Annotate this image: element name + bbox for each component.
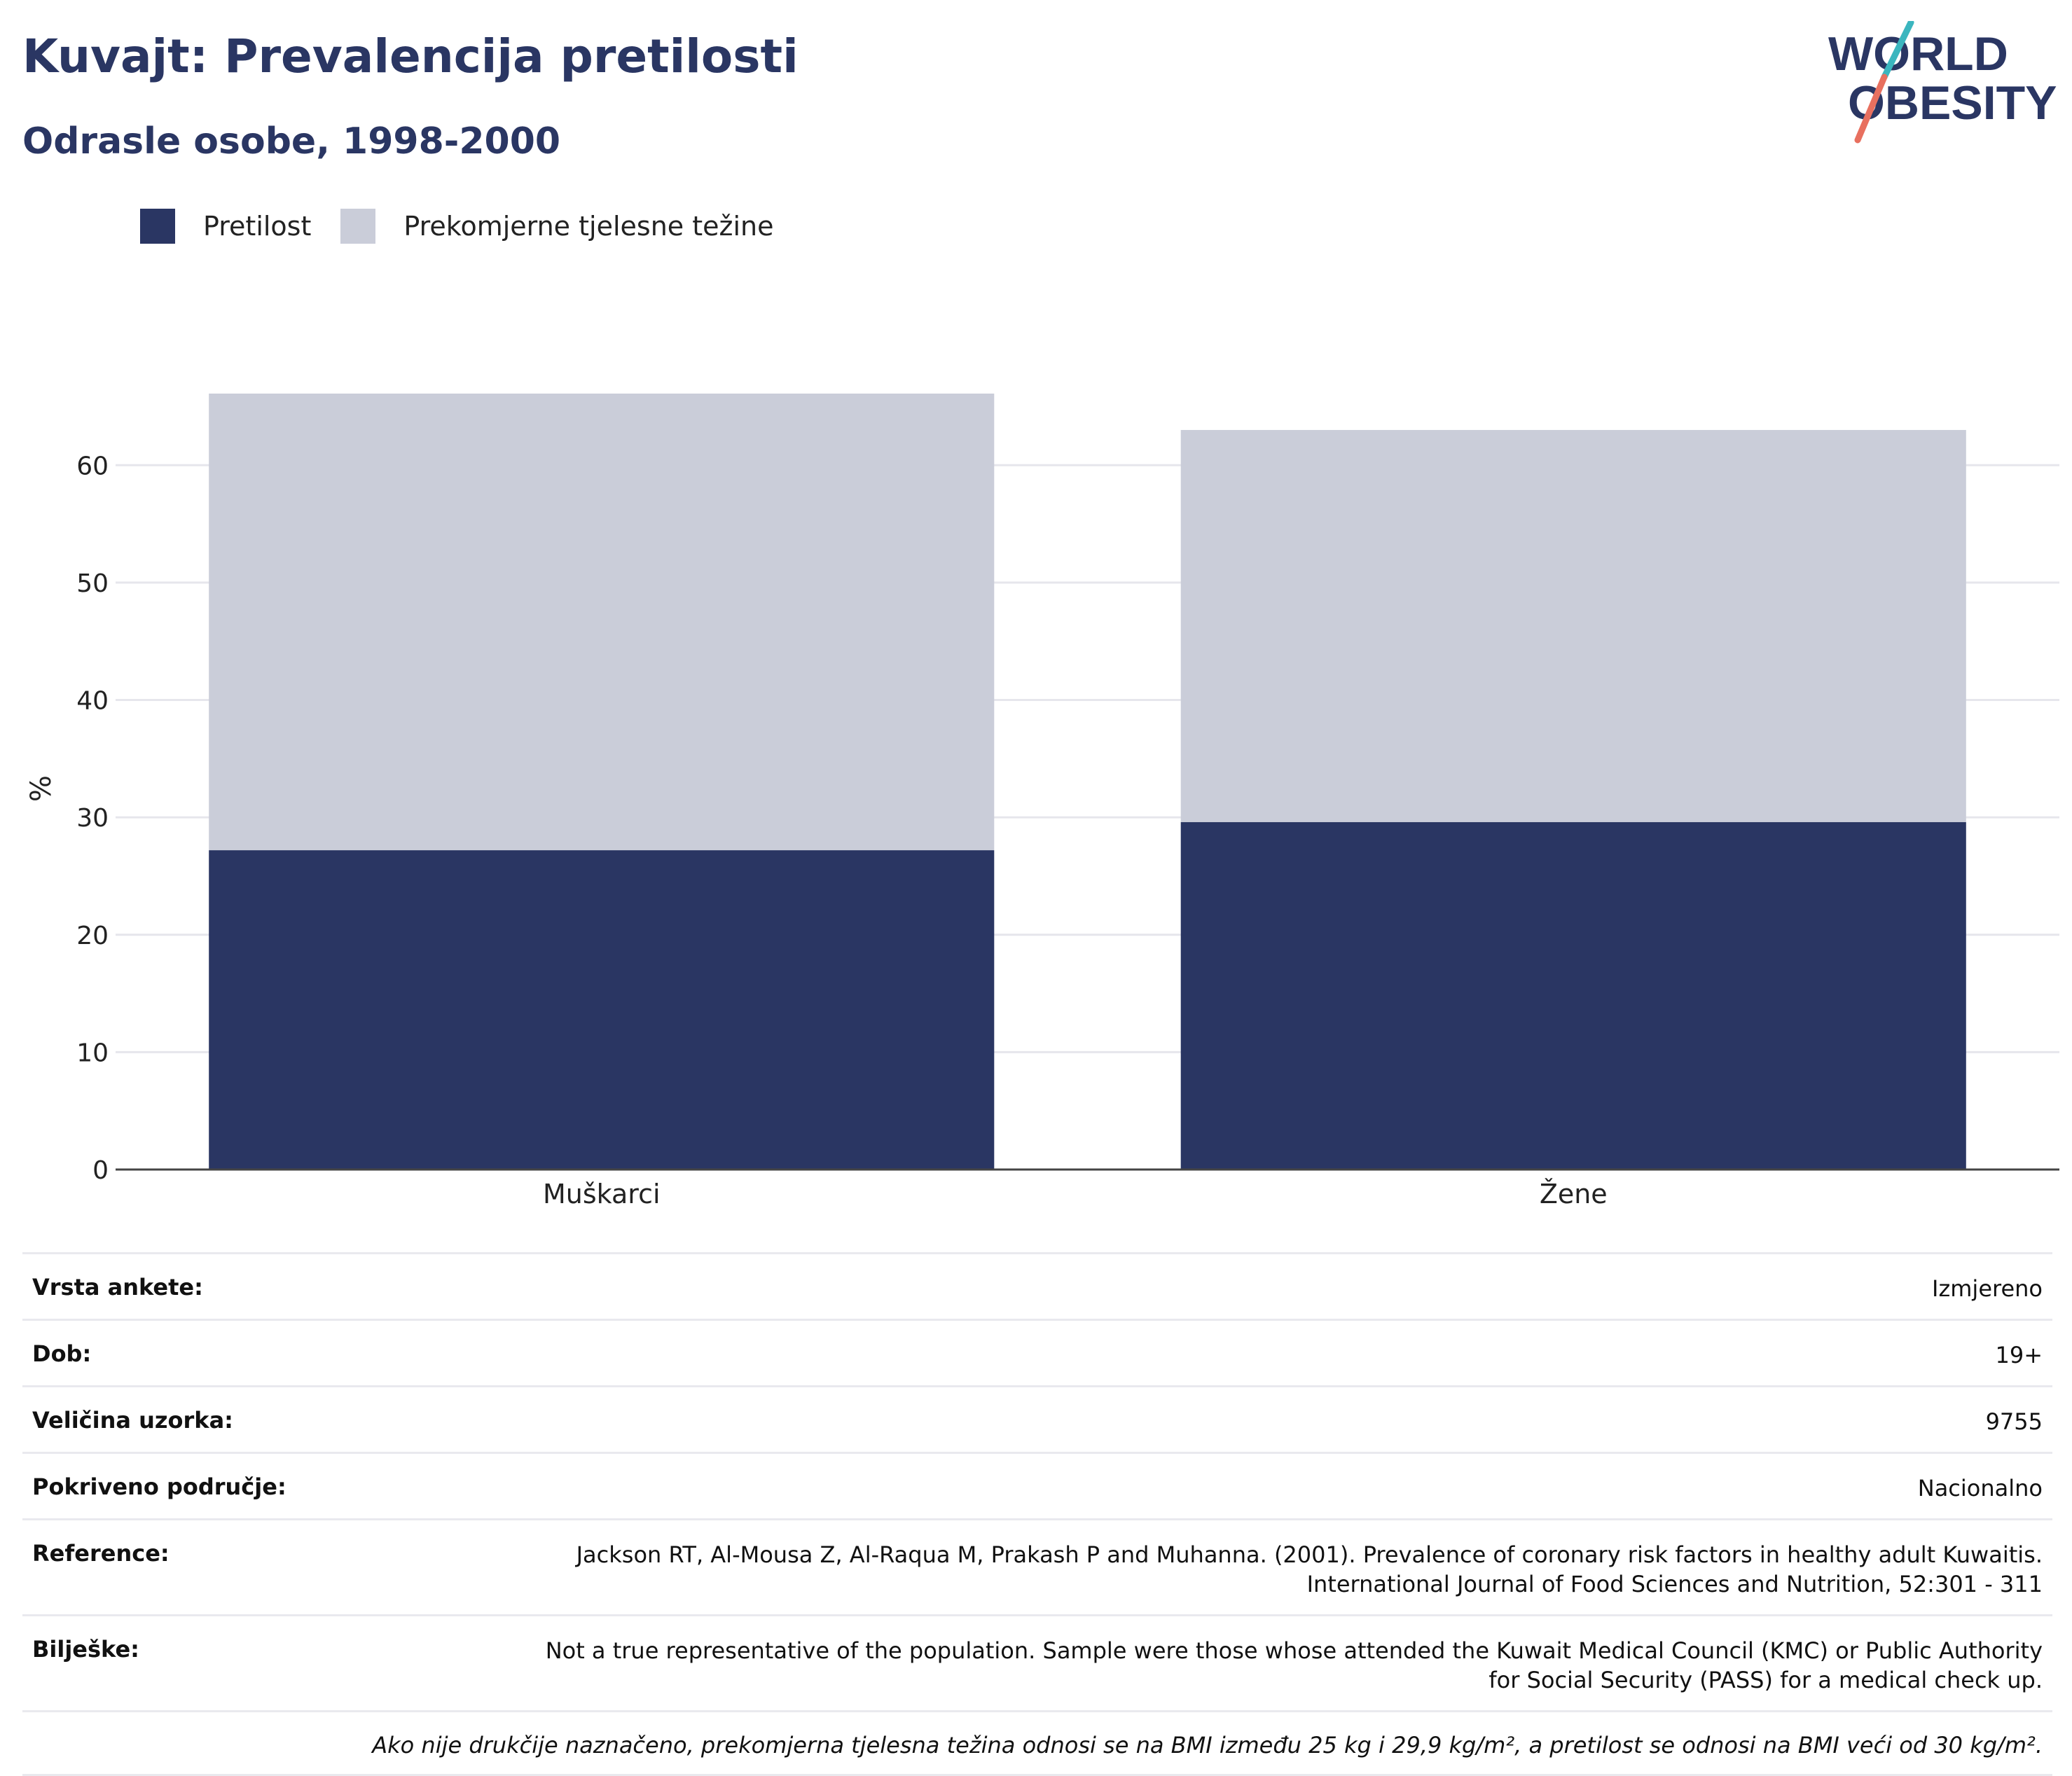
x-tick-label: Žene — [1540, 1179, 1608, 1209]
logo-slash-coral — [1854, 74, 1888, 144]
meta-value-coverage: Nacionalno — [1917, 1475, 2043, 1501]
meta-row-notes: Bilješke: Not a true representative of t… — [22, 1614, 2052, 1710]
meta-key-coverage: Pokriveno područje: — [32, 1473, 286, 1500]
legend-swatch-overweight — [340, 209, 376, 244]
logo-slash-teal — [1881, 21, 1914, 81]
meta-value-age: 19+ — [1995, 1342, 2043, 1368]
notes-line-2: for Social Security (PASS) for a medical… — [1489, 1667, 2043, 1693]
y-tick-label: 40 — [76, 687, 109, 716]
y-tick-label: 0 — [92, 1156, 109, 1185]
meta-key-sample-size: Veličina uzorka: — [32, 1407, 233, 1434]
y-axis-label: % — [25, 775, 57, 802]
reference-line-1: Jackson RT, Al-Mousa Z, Al-Raqua M, Prak… — [576, 1541, 2043, 1568]
x-tick-label: Muškarci — [543, 1179, 661, 1209]
y-tick-label: 10 — [76, 1039, 109, 1067]
legend-item-obesity[interactable]: Pretilost — [140, 209, 311, 244]
y-tick-label: 30 — [76, 804, 109, 833]
meta-value-sample-size: 9755 — [1985, 1408, 2043, 1435]
chart-legend: Pretilost Prekomjerne tjelesne težine — [140, 209, 803, 244]
meta-value-survey-type: Izmjereno — [1932, 1275, 2043, 1302]
meta-row-sample-size: Veličina uzorka: 9755 — [22, 1385, 2052, 1452]
meta-row-footnote: Ako nije drukčije naznačeno, prekomjerna… — [22, 1710, 2052, 1776]
meta-row-survey-type: Vrsta ankete: Izmjereno — [22, 1252, 2052, 1319]
survey-details-table: Vrsta ankete: Izmjereno Dob: 19+ Veličin… — [22, 1252, 2052, 1776]
chart-subtitle: Odrasle osobe, 1998-2000 — [22, 120, 561, 162]
logo-text-world: WORLD — [1828, 27, 2008, 81]
bar-segment — [209, 850, 995, 1170]
meta-row-age: Dob: 19+ — [22, 1319, 2052, 1385]
meta-key-notes: Bilješke: — [32, 1636, 139, 1663]
y-tick-label: 20 — [76, 922, 109, 950]
notes-line-1: Not a true representative of the populat… — [545, 1637, 2043, 1664]
meta-row-reference: Reference: Jackson RT, Al-Mousa Z, Al-Ra… — [22, 1518, 2052, 1614]
meta-value-notes: Not a true representative of the populat… — [546, 1636, 2043, 1695]
bar-chart: 0 10 20 30 40 50 60% Muškarci Žene — [25, 394, 2059, 1209]
y-tick-label: 50 — [76, 569, 109, 598]
y-tick-label: 60 — [76, 452, 109, 480]
reference-line-2: International Journal of Food Sciences a… — [1306, 1571, 2043, 1597]
bar-segment — [1180, 429, 1966, 822]
legend-item-overweight[interactable]: Prekomjerne tjelesne težine — [340, 209, 774, 244]
meta-key-survey-type: Vrsta ankete: — [32, 1274, 203, 1300]
meta-key-age: Dob: — [32, 1340, 92, 1367]
legend-swatch-obesity — [140, 209, 175, 244]
meta-row-coverage: Pokriveno područje: Nacionalno — [22, 1452, 2052, 1518]
bar-segment — [1180, 821, 1966, 1170]
chart-title: Kuvajt: Prevalencija pretilosti — [22, 29, 799, 83]
legend-label-overweight: Prekomjerne tjelesne težine — [403, 211, 774, 242]
bmi-footnote: Ako nije drukčije naznačeno, prekomjerna… — [372, 1732, 2043, 1758]
legend-label-obesity: Pretilost — [203, 211, 312, 242]
bar-segment — [209, 394, 995, 851]
world-obesity-logo: WORLD OBESITY — [1828, 21, 2057, 144]
meta-key-reference: Reference: — [32, 1540, 170, 1567]
meta-value-reference: Jackson RT, Al-Mousa Z, Al-Raqua M, Prak… — [576, 1540, 2043, 1599]
